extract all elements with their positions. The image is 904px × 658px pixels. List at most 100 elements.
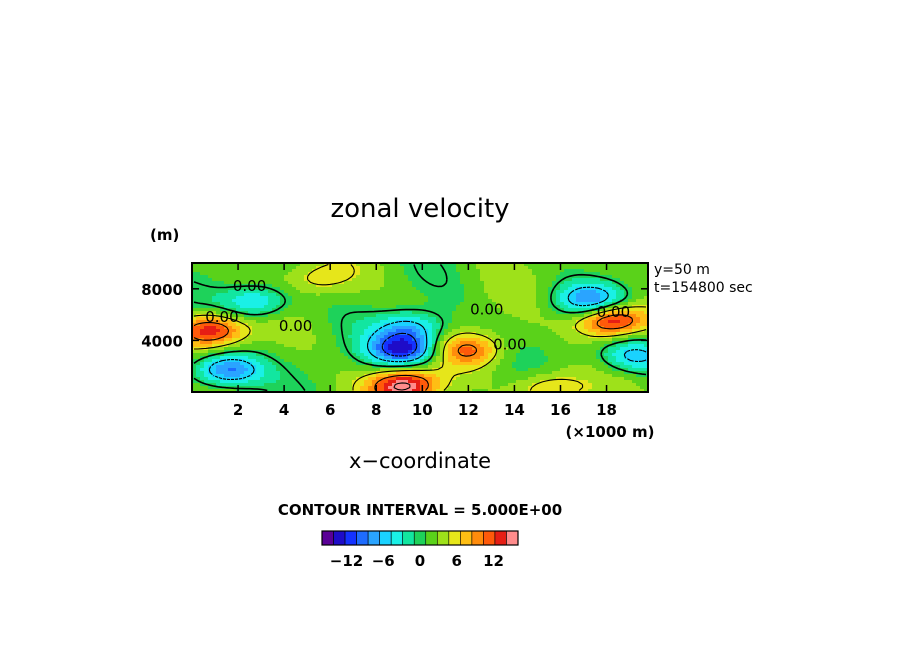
field-cell (324, 323, 329, 327)
field-cell (592, 278, 597, 282)
field-cell (332, 305, 337, 309)
field-cell (220, 383, 225, 387)
field-cell (336, 359, 341, 363)
field-cell (360, 281, 365, 285)
field-cell (280, 296, 285, 300)
field-cell (416, 329, 421, 333)
field-cell (544, 374, 549, 378)
field-cell (512, 359, 517, 363)
field-cell (484, 344, 489, 348)
field-cell (628, 299, 633, 303)
field-cell (224, 347, 229, 351)
field-cell (536, 290, 541, 294)
field-cell (520, 347, 525, 351)
field-cell (632, 359, 637, 363)
field-cell (200, 311, 205, 315)
field-cell (552, 269, 557, 273)
field-cell (212, 371, 217, 375)
field-cell (636, 287, 641, 291)
field-cell (272, 350, 277, 354)
field-cell (228, 305, 233, 309)
field-cell (600, 362, 605, 366)
field-cell (456, 293, 461, 297)
field-cell (600, 320, 605, 324)
field-cell (444, 326, 449, 330)
field-cell (544, 356, 549, 360)
field-cell (408, 290, 413, 294)
field-cell (528, 374, 533, 378)
field-cell (488, 317, 493, 321)
field-cell (196, 356, 201, 360)
field-cell (628, 380, 633, 384)
contour-line (381, 332, 418, 357)
field-cell (192, 353, 197, 357)
field-cell (504, 281, 509, 285)
field-cell (288, 332, 293, 336)
field-cell (532, 296, 537, 300)
field-cell (640, 263, 645, 267)
field-cell (352, 371, 357, 375)
field-cell (632, 299, 637, 303)
field-cell (344, 266, 349, 270)
field-cell (240, 353, 245, 357)
field-cell (384, 284, 389, 288)
field-cell (316, 290, 321, 294)
field-cell (324, 371, 329, 375)
field-cell (540, 293, 545, 297)
field-cell (428, 371, 433, 375)
field-cell (400, 314, 405, 318)
field-cell (256, 344, 261, 348)
field-cell (592, 305, 597, 309)
field-cell (376, 299, 381, 303)
field-cell (196, 317, 201, 321)
field-cell (580, 335, 585, 339)
field-cell (584, 311, 589, 315)
field-cell (592, 341, 597, 345)
field-cell (248, 338, 253, 342)
field-cell (336, 353, 341, 357)
field-cell (524, 377, 529, 381)
field-cell (328, 275, 333, 279)
field-cell (400, 317, 405, 321)
field-cell (364, 341, 369, 345)
field-cell (564, 326, 569, 330)
field-cell (476, 389, 481, 392)
field-cell (236, 347, 241, 351)
field-cell (300, 377, 305, 381)
field-cell (472, 380, 477, 384)
field-cell (644, 362, 648, 366)
field-cell (476, 278, 481, 282)
field-cell (196, 341, 201, 345)
field-cell (260, 305, 265, 309)
field-cell (504, 377, 509, 381)
field-cell (440, 311, 445, 315)
field-cell (224, 284, 229, 288)
field-cell (328, 314, 333, 318)
field-cell (636, 329, 641, 333)
field-cell (248, 302, 253, 306)
field-cell (476, 386, 481, 390)
field-cell (620, 341, 625, 345)
field-cell (252, 281, 257, 285)
field-cell (440, 275, 445, 279)
field-cell (412, 296, 417, 300)
field-cell (340, 266, 345, 270)
field-cell (564, 263, 569, 267)
field-cell (356, 293, 361, 297)
field-cell (564, 296, 569, 300)
field-cell (472, 353, 477, 357)
field-cell (436, 374, 441, 378)
field-cell (460, 266, 465, 270)
field-cell (324, 311, 329, 315)
field-cell (584, 389, 589, 392)
field-cell (212, 332, 217, 336)
field-cell (600, 389, 605, 392)
field-cell (560, 341, 565, 345)
field-cell (212, 311, 217, 315)
field-cell (248, 269, 253, 273)
field-cell (268, 383, 273, 387)
field-cell (464, 341, 469, 345)
field-cell (396, 389, 401, 392)
field-cell (512, 371, 517, 375)
field-cell (204, 290, 209, 294)
